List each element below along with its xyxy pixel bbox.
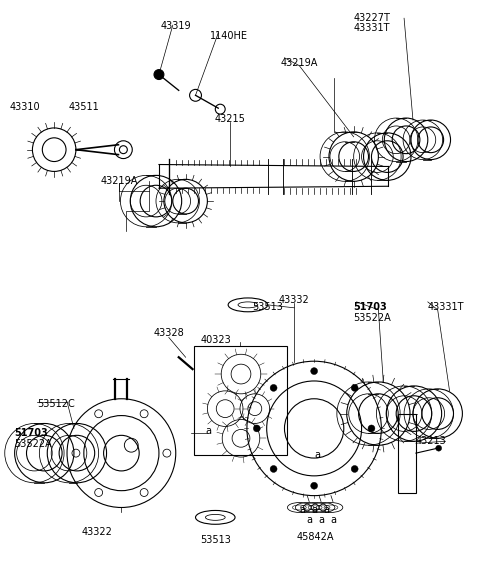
Text: a: a <box>318 516 324 526</box>
Circle shape <box>436 445 442 451</box>
Circle shape <box>154 70 164 80</box>
Text: 43213: 43213 <box>416 437 447 447</box>
Circle shape <box>311 482 318 489</box>
Text: 43328: 43328 <box>154 328 184 338</box>
Circle shape <box>253 425 260 432</box>
Circle shape <box>311 367 318 374</box>
Text: 53522A: 53522A <box>354 313 391 323</box>
Circle shape <box>351 465 358 472</box>
Text: 43332: 43332 <box>279 295 310 305</box>
Text: 53522A: 53522A <box>14 440 52 449</box>
Text: 43331T: 43331T <box>428 302 464 312</box>
Text: 40323: 40323 <box>201 335 232 345</box>
Text: a: a <box>311 505 317 515</box>
Text: 45842A: 45842A <box>296 532 334 542</box>
Text: 43310: 43310 <box>9 102 40 113</box>
Text: 53513: 53513 <box>200 535 231 545</box>
Bar <box>193 346 288 455</box>
Text: a: a <box>323 505 329 515</box>
Text: 53513: 53513 <box>252 302 283 312</box>
Text: a: a <box>330 516 336 526</box>
Circle shape <box>270 465 277 472</box>
Text: 51703: 51703 <box>14 428 48 438</box>
Bar <box>398 414 416 493</box>
Text: 1140HE: 1140HE <box>210 31 248 41</box>
Circle shape <box>368 425 375 432</box>
Text: 43219A: 43219A <box>281 58 318 68</box>
Text: 43322: 43322 <box>81 527 112 537</box>
Text: 43511: 43511 <box>69 102 99 113</box>
Text: 43227T: 43227T <box>354 13 391 23</box>
Circle shape <box>270 384 277 391</box>
Text: a: a <box>205 427 211 437</box>
Circle shape <box>351 384 358 391</box>
Text: a: a <box>306 516 312 526</box>
Text: 43215: 43215 <box>215 114 246 124</box>
Text: 43319: 43319 <box>160 21 191 31</box>
Text: 51703: 51703 <box>354 302 387 312</box>
Text: 43331T: 43331T <box>354 23 390 33</box>
Text: a: a <box>299 505 305 515</box>
Text: 43219A: 43219A <box>101 176 138 186</box>
Text: a: a <box>314 450 320 460</box>
Text: 53512C: 53512C <box>37 398 75 409</box>
